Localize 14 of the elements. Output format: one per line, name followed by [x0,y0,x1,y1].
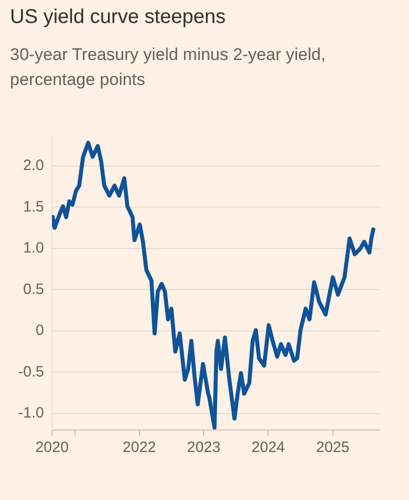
y-tick-label: 2.0 [23,157,44,174]
x-tick-label: 2024 [252,439,285,456]
x-tick-label: 2022 [122,439,156,456]
y-tick-label: -0.5 [18,363,44,380]
chart-subtitle: 30-year Treasury yield minus 2-year yield, percentage points [10,44,327,91]
y-tick-label: 1.5 [23,198,44,216]
y-tick-label: -1.0 [18,404,44,422]
x-tick-label: 2023 [187,439,220,456]
x-tick-label: 2025 [316,439,350,456]
y-tick-label: 0.5 [23,280,44,298]
y-tick-label: 0 [36,322,44,340]
x-tick-label: 2020 [35,439,69,456]
chart-title: US yield curve steepens [10,6,226,29]
y-tick-label: 1.0 [23,240,44,257]
